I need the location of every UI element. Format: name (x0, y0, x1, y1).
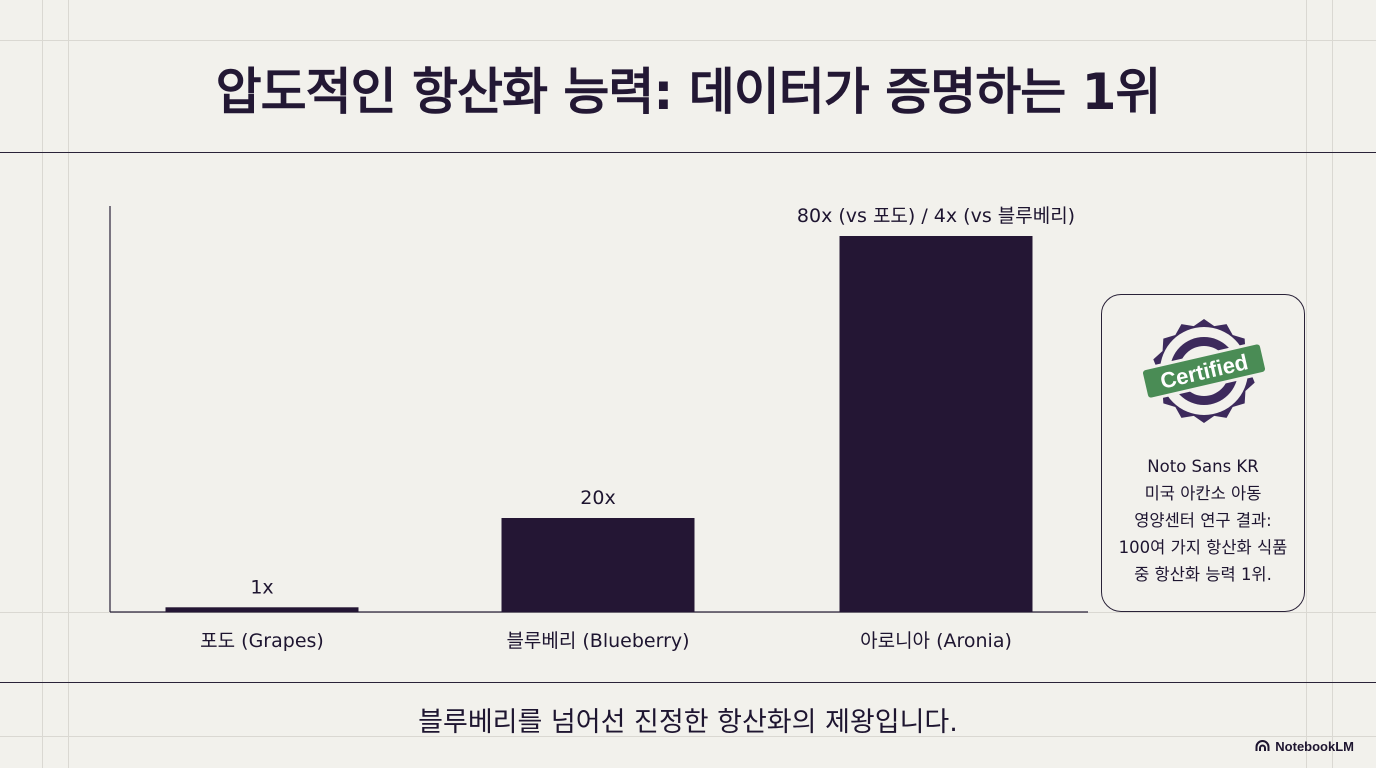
callout-line: Noto Sans KR (1147, 457, 1259, 476)
guide-line (1332, 0, 1333, 768)
callout-text: Noto Sans KR 미국 아칸소 아동 영양센터 연구 결과: 100여 … (1110, 453, 1296, 588)
notebooklm-logo-icon (1255, 740, 1270, 751)
callout-line: 100여 가지 항산화 식품 (1118, 538, 1288, 557)
data-label: 20x (580, 487, 615, 509)
guide-line (42, 0, 43, 768)
guide-line (0, 40, 1376, 41)
certified-badge-icon: Certified (1138, 319, 1270, 423)
callout-line: 중 항산화 능력 1위. (1134, 565, 1272, 584)
x-tick-label: 포도 (Grapes) (200, 630, 324, 652)
callout-line: 미국 아칸소 아동 (1144, 484, 1262, 503)
bar (165, 607, 359, 612)
footer-divider (0, 682, 1376, 683)
header-divider (0, 152, 1376, 153)
callout-line: 영양센터 연구 결과: (1134, 511, 1272, 530)
guide-line (68, 0, 69, 768)
research-callout: Certified Noto Sans KR 미국 아칸소 아동 영양센터 연구… (1101, 294, 1305, 612)
bar (839, 236, 1033, 612)
guide-line (0, 736, 1376, 737)
data-label: 80x (vs 포도) / 4x (vs 블루베리) (797, 205, 1075, 227)
guide-line (1306, 0, 1307, 768)
data-label: 1x (250, 576, 273, 598)
brand-name: NotebookLM (1275, 738, 1354, 754)
x-tick-label: 아로니아 (Aronia) (860, 630, 1012, 652)
brand-watermark: NotebookLM (1255, 736, 1354, 756)
footer-caption: 블루베리를 넘어선 진정한 항산화의 제왕입니다. (418, 707, 958, 738)
x-tick-label: 블루베리 (Blueberry) (506, 630, 689, 652)
page-title: 압도적인 항산화 능력: 데이터가 증명하는 1위 (215, 63, 1162, 121)
bar (501, 518, 695, 612)
